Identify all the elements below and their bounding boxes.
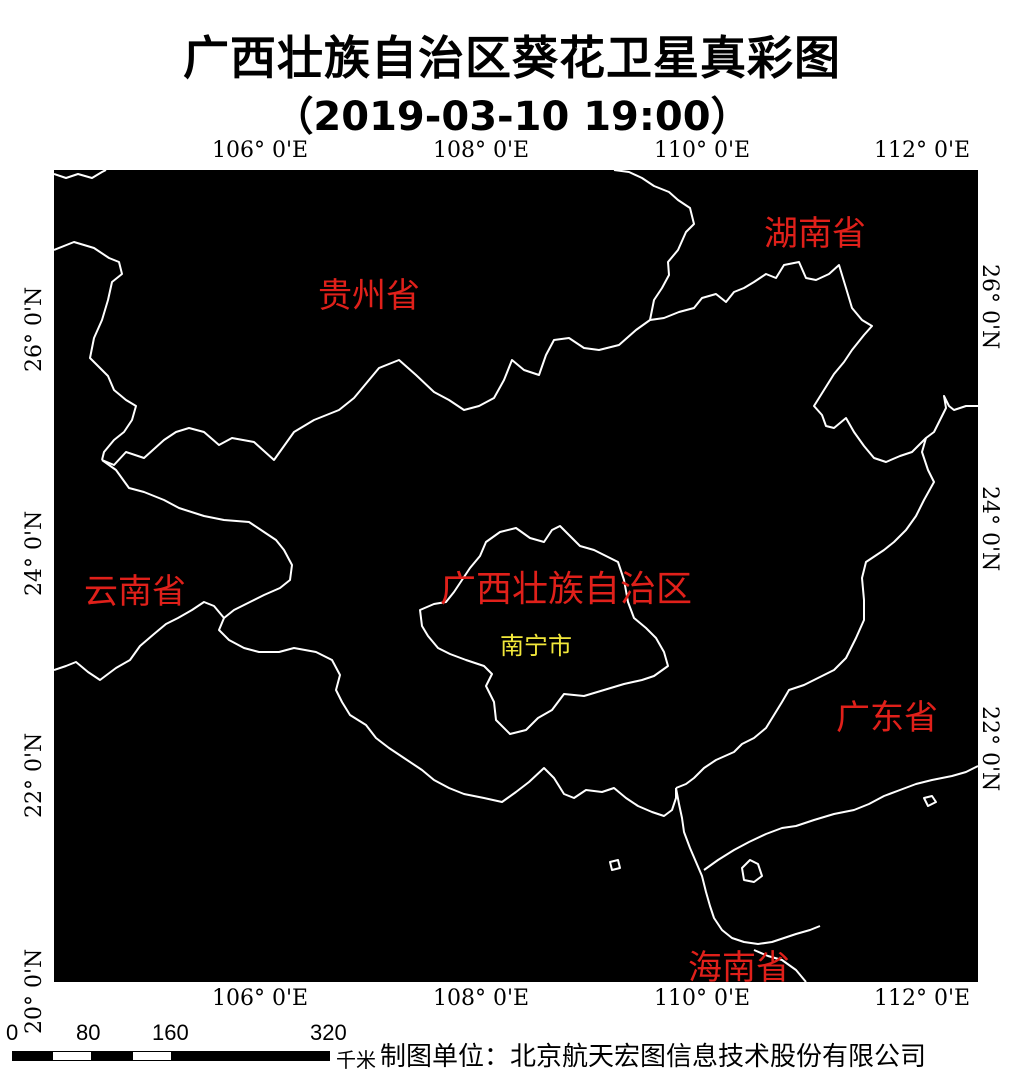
scale-tick-80: 80 — [76, 1020, 101, 1045]
island-zhanjiang — [741, 859, 763, 883]
lon-tick-top-110: 110° 0'E — [654, 138, 751, 163]
boundary-yunnan-west — [54, 601, 225, 681]
label-guizhou: 贵州省 — [318, 276, 420, 316]
label-guangdong: 广东省 — [836, 698, 938, 738]
lon-tick-top-108: 108° 0'E — [433, 138, 530, 163]
boundary-guizhou-yunnan — [54, 241, 137, 461]
coastline-leizhou — [675, 787, 821, 945]
boundary-nanning — [419, 525, 669, 735]
scale-bar: 0 80 160 320 — [6, 1020, 347, 1070]
lat-tick-right-26: 26° 0'N — [977, 264, 1002, 350]
lon-tick-bottom-106: 106° 0'E — [212, 986, 309, 1011]
lat-tick-left-24: 24° 0'N — [22, 510, 47, 596]
lon-tick-bottom-108: 108° 0'E — [433, 986, 530, 1011]
lat-tick-right-22: 22° 0'N — [977, 706, 1002, 792]
scale-segment-3 — [92, 1051, 132, 1061]
boundary-guangdong-guangxi — [675, 437, 935, 789]
scale-unit: 千米 — [336, 1048, 376, 1072]
lon-tick-bottom-112: 112° 0'E — [874, 986, 971, 1011]
lon-tick-top-112: 112° 0'E — [874, 138, 971, 163]
satellite-map: 湖南省 贵州省 云南省 广西壮族自治区 南宁市 广东省 海南省 — [54, 170, 978, 982]
coastline-hainan — [753, 949, 807, 982]
scale-tick-320: 320 — [310, 1020, 347, 1045]
map-title: 广西壮族自治区葵花卫星真彩图 — [183, 31, 841, 85]
island-weizhou — [609, 859, 621, 871]
label-hunan: 湖南省 — [764, 214, 866, 254]
scale-segment-4 — [132, 1051, 172, 1061]
lon-tick-bottom-110: 110° 0'E — [654, 986, 751, 1011]
lat-tick-right-24: 24° 0'N — [977, 486, 1002, 572]
label-guangxi: 广西壮族自治区 — [440, 569, 693, 610]
lat-tick-left-22: 22° 0'N — [22, 732, 47, 818]
scale-segment-1 — [12, 1051, 52, 1061]
map-credit: 制图单位：北京航天宏图信息技术股份有限公司 — [380, 1042, 927, 1072]
coastline-guangdong — [703, 765, 978, 871]
lon-tick-top-106: 106° 0'E — [212, 138, 309, 163]
boundary-guizhou-guangxi — [101, 170, 695, 466]
label-hainan: 海南省 — [688, 948, 790, 982]
label-nanning: 南宁市 — [500, 632, 572, 660]
map-datetime: （2019-03-10 19:00） — [273, 94, 751, 140]
scale-segment-2 — [52, 1051, 92, 1061]
scale-tick-0: 0 — [6, 1020, 19, 1045]
label-yunnan: 云南省 — [84, 572, 186, 612]
boundary-hunan-guangxi — [649, 261, 978, 463]
boundary-yunnan-guangxi — [101, 459, 677, 817]
boundary-top-left — [54, 170, 107, 179]
boundary-lines — [54, 170, 978, 982]
lat-tick-left-26: 26° 0'N — [22, 286, 47, 372]
scale-segment-5 — [172, 1051, 330, 1061]
scale-tick-160: 160 — [152, 1020, 189, 1045]
island-east — [923, 795, 937, 807]
